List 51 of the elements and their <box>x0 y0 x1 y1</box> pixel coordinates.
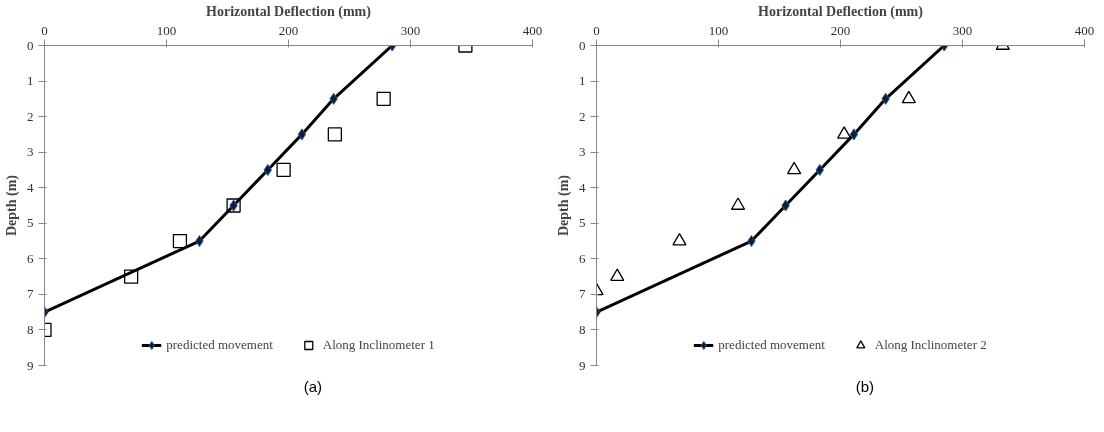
point <box>276 162 291 178</box>
point <box>172 233 188 249</box>
point <box>901 90 916 104</box>
y-tick-label: 7 <box>27 286 34 302</box>
y-tick-label: 0 <box>579 37 586 53</box>
y-tick-label: 1 <box>27 73 34 89</box>
x-tick-label: 0 <box>593 22 600 38</box>
x-tick-label: 200 <box>278 22 299 38</box>
x-tick-label: 200 <box>830 22 851 38</box>
y-tick-label: 1 <box>579 73 586 89</box>
point <box>730 197 746 210</box>
point <box>610 268 625 282</box>
y-tick-label: 9 <box>27 357 34 373</box>
point <box>327 127 343 142</box>
y-tick-label: 0 <box>27 37 34 53</box>
point <box>786 161 802 175</box>
point <box>376 91 391 106</box>
y-tick-label: 6 <box>27 250 34 266</box>
x-tick-label: 300 <box>400 22 421 38</box>
x-tick-label: 100 <box>156 22 177 38</box>
y-tick-label: 8 <box>27 321 34 337</box>
y-tick-label: 3 <box>27 144 34 160</box>
x-axis-title: Horizontal Deflection (mm) <box>758 3 924 20</box>
y-tick-label: 7 <box>579 286 586 302</box>
text: (a) <box>303 378 323 395</box>
x-tick-label: 100 <box>708 22 729 38</box>
text: (b) <box>855 378 875 395</box>
point <box>837 126 852 139</box>
y-tick-label: 6 <box>579 250 586 266</box>
point <box>123 269 139 284</box>
y-tick-label: 5 <box>579 215 586 231</box>
legend-label: Along Inclinometer 2 <box>874 337 987 353</box>
y-tick-label: 2 <box>27 108 34 124</box>
x-tick-label: 400 <box>1074 22 1095 38</box>
x-axis-title: Horizontal Deflection (mm) <box>206 3 372 20</box>
y-axis-title: Depth (m) <box>556 174 572 237</box>
legend-label: Along Inclinometer 1 <box>322 337 435 353</box>
y-tick-label: 3 <box>579 144 586 160</box>
point <box>672 232 687 246</box>
x-tick-label: 400 <box>522 22 543 38</box>
y-tick-label: 9 <box>579 357 586 373</box>
legend-label: predicted movement <box>718 337 825 353</box>
y-tick-label: 5 <box>27 215 34 231</box>
y-tick-label: 4 <box>579 179 586 195</box>
legend-label: predicted movement <box>166 337 273 353</box>
x-tick-label: 0 <box>41 22 48 38</box>
y-tick-label: 8 <box>579 321 586 337</box>
y-tick-label: 2 <box>579 108 586 124</box>
y-axis-title: Depth (m) <box>4 174 20 237</box>
x-tick-label: 300 <box>952 22 973 38</box>
y-tick-label: 4 <box>27 179 34 195</box>
